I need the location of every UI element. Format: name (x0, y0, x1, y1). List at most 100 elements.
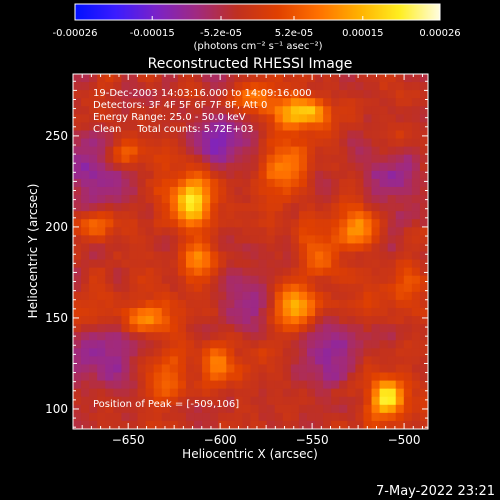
heatmap-cell (177, 195, 187, 204)
heatmap-cell (121, 348, 131, 357)
heatmap-cell (169, 82, 179, 91)
heatmap-cell (355, 259, 365, 269)
heatmap-cell (89, 227, 98, 236)
heatmap-cell (250, 412, 260, 422)
heatmap-cell (274, 316, 284, 325)
heatmap-cell (371, 404, 381, 414)
heatmap-cell (331, 267, 340, 277)
heatmap-cell (411, 138, 421, 148)
heatmap-cell (145, 259, 155, 269)
heatmap-cell (266, 114, 276, 124)
heatmap-cell (290, 364, 300, 374)
heatmap-cell (218, 235, 227, 245)
heatmap-cell (315, 98, 324, 107)
heatmap-cell (379, 356, 389, 366)
heatmap-cell (298, 259, 308, 269)
heatmap-cell (379, 114, 389, 124)
heatmap-cell (274, 404, 284, 414)
heatmap-cell (339, 178, 348, 188)
heatmap-cell (282, 259, 292, 269)
heatmap-cell (89, 388, 98, 398)
heatmap-cell (387, 412, 397, 422)
heatmap-cell (266, 251, 276, 261)
heatmap-cell (363, 299, 373, 309)
heatmap-cell (355, 340, 365, 349)
heatmap-cell (411, 267, 421, 277)
heatmap-cell (169, 348, 179, 357)
heatmap-cell (250, 162, 260, 172)
heatmap-cell (403, 307, 413, 317)
heatmap-cell (234, 82, 244, 91)
heatmap-cell (306, 90, 316, 99)
heatmap-cell (411, 146, 421, 156)
heatmap-cell (411, 154, 421, 164)
heatmap-cell (73, 412, 82, 422)
heatmap-cell (306, 162, 316, 172)
heatmap-cell (274, 364, 284, 374)
heatmap-cell (137, 138, 147, 148)
heatmap-cell (137, 420, 147, 429)
heatmap-cell (81, 122, 90, 132)
heatmap-cell (129, 82, 139, 91)
heatmap-cell (266, 340, 276, 349)
heatmap-cell (298, 307, 308, 317)
heatmap-cell (274, 138, 284, 148)
heatmap-cell (202, 332, 211, 341)
heatmap-cell (177, 154, 187, 164)
heatmap-cell (185, 275, 195, 285)
heatmap-cell (290, 162, 300, 172)
heatmap-cell (153, 324, 163, 333)
heatmap-cell (355, 227, 365, 236)
heatmap-cell (411, 259, 421, 269)
heatmap-cell (218, 396, 227, 406)
heatmap-cell (395, 235, 405, 245)
heatmap-cell (363, 396, 373, 406)
heatmap-cell (274, 372, 284, 382)
heatmap-cell (298, 364, 308, 374)
heatmap-cell (177, 146, 187, 156)
heatmap-cell (331, 251, 340, 261)
heatmap-cell (250, 98, 260, 107)
heatmap-cell (210, 243, 219, 253)
annotation-energy-range: Energy Range: 25.0 - 50.0 keV (93, 112, 246, 123)
heatmap-cell (210, 364, 219, 374)
heatmap-cell (323, 267, 332, 277)
heatmap-cell (387, 186, 397, 196)
heatmap-cell (73, 372, 82, 382)
heatmap-cell (339, 106, 348, 115)
heatmap-cell (137, 90, 147, 99)
heatmap-cell (242, 106, 252, 115)
heatmap-cell (242, 74, 252, 83)
heatmap-cell (315, 356, 324, 366)
heatmap-cell (403, 178, 413, 188)
heatmap-cell (234, 170, 244, 180)
heatmap-cell (379, 178, 389, 188)
heatmap-cell (379, 275, 389, 285)
heatmap-cell (282, 122, 292, 132)
heatmap-cell (250, 404, 260, 414)
heatmap-cell (218, 195, 227, 204)
heatmap-cell (298, 372, 308, 382)
heatmap-cell (266, 283, 276, 293)
heatmap-cell (315, 372, 324, 382)
heatmap-cell (129, 219, 139, 228)
heatmap-cell (161, 154, 171, 164)
heatmap-cell (121, 388, 131, 398)
heatmap-cell (113, 138, 123, 148)
heatmap-cell (411, 332, 421, 341)
heatmap-cell (194, 162, 203, 172)
heatmap-cell (226, 412, 235, 422)
heatmap-cell (194, 178, 203, 188)
heatmap-cell (210, 170, 219, 180)
heatmap-cell (105, 130, 114, 140)
heatmap-cell (121, 211, 131, 220)
heatmap-cell (395, 154, 405, 164)
heatmap-cell (105, 235, 114, 245)
heatmap-cell (363, 98, 373, 107)
heatmap-cell (363, 227, 373, 236)
heatmap-cell (395, 162, 405, 172)
heatmap-cell (137, 154, 147, 164)
heatmap-cell (250, 420, 260, 429)
heatmap-cell (145, 372, 155, 382)
